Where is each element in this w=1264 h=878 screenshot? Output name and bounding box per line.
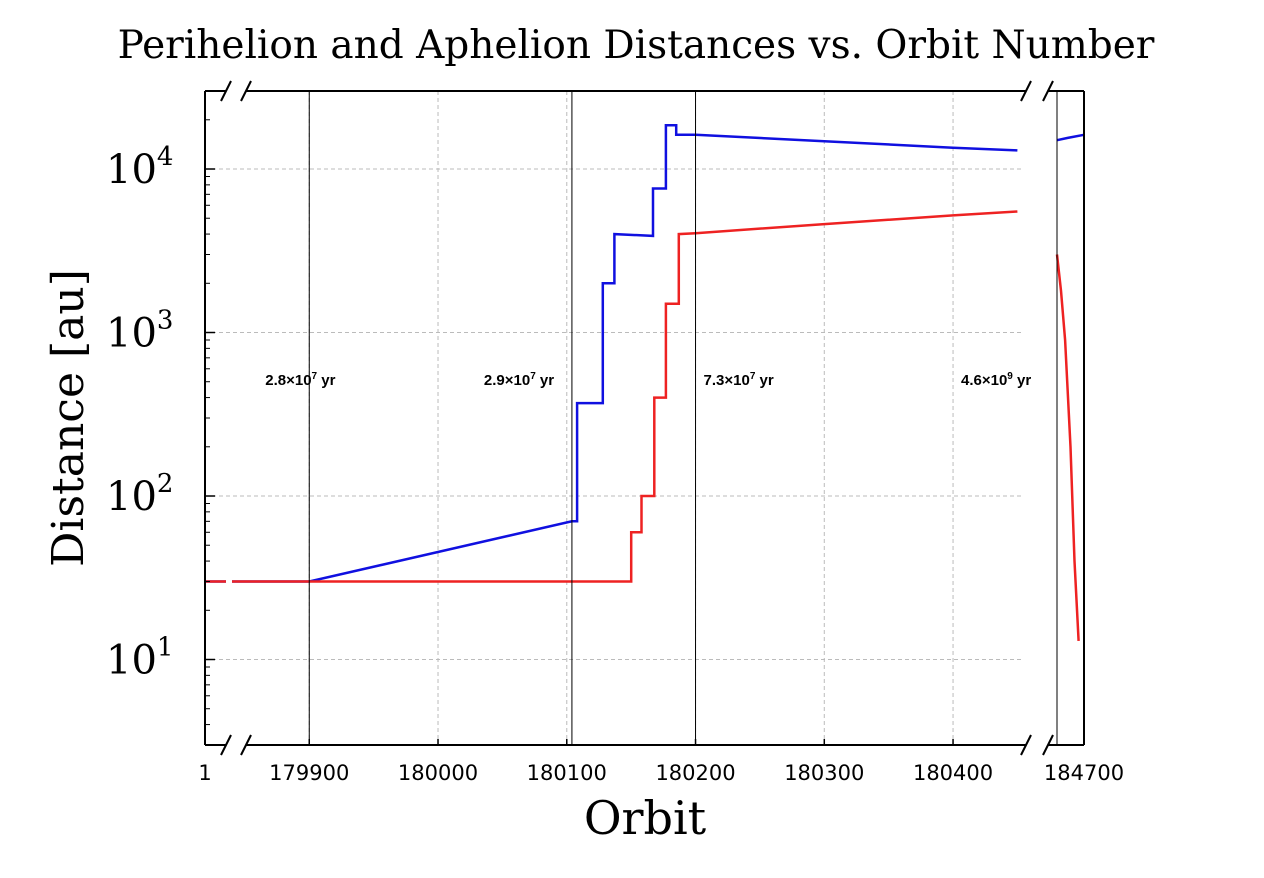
event-annotation: 4.6×109 yr: [961, 371, 1031, 389]
event-annotation: 2.9×107 yr: [484, 371, 554, 389]
y-tick-label: 102: [106, 469, 173, 520]
axis-break-mark: [1020, 734, 1032, 756]
event-annotations: 2.8×107 yr 2.9×107 yr 7.3×107 yr 4.6×109 yr: [265, 371, 1031, 389]
x-tick-label: 179900: [269, 761, 349, 785]
grid: [205, 91, 1024, 745]
event-annotation: 2.8×107 yr: [265, 371, 335, 389]
axis-break-mark: [1042, 80, 1054, 102]
y-tick-label: 103: [106, 306, 173, 357]
x-tick-label: 184700: [1044, 761, 1124, 785]
x-axis-label: Orbit: [584, 791, 707, 845]
axis-break-mark: [1020, 80, 1032, 102]
aphelion-line: [232, 124, 1018, 583]
x-tick-label: 180100: [527, 761, 607, 785]
x-tick-label: 180300: [784, 761, 864, 785]
event-annotation: 7.3×107 yr: [704, 371, 774, 389]
perihelion-line: [1055, 254, 1080, 641]
y-tick-label: 104: [106, 142, 173, 193]
axis-break-mark: [1042, 734, 1054, 756]
axis-break-mark: [240, 80, 252, 102]
aphelion-line: [1056, 133, 1085, 142]
perihelion-line: [232, 210, 1018, 583]
y-tick-label: 101: [106, 633, 173, 684]
x-ticks: 1 179900 180000 180100 180200 180300 180400 184…: [198, 739, 1124, 785]
y-ticks: 101 102 103 104: [106, 90, 215, 746]
chart-title: Perihelion and Aphelion Distances vs. Or…: [118, 23, 1155, 68]
x-tick-label: 180400: [913, 761, 993, 785]
plot-frame: [204, 80, 1085, 756]
axis-break-mark: [220, 80, 232, 102]
x-tick-label: 180000: [398, 761, 478, 785]
series-layer: [205, 124, 1085, 641]
axis-break-mark: [220, 734, 232, 756]
event-lines: [308, 91, 1058, 745]
x-tick-label: 1: [198, 761, 211, 785]
x-tick-label: 180200: [655, 761, 735, 785]
axis-break-mark: [240, 734, 252, 756]
y-axis-label: Distance [au]: [43, 269, 94, 567]
